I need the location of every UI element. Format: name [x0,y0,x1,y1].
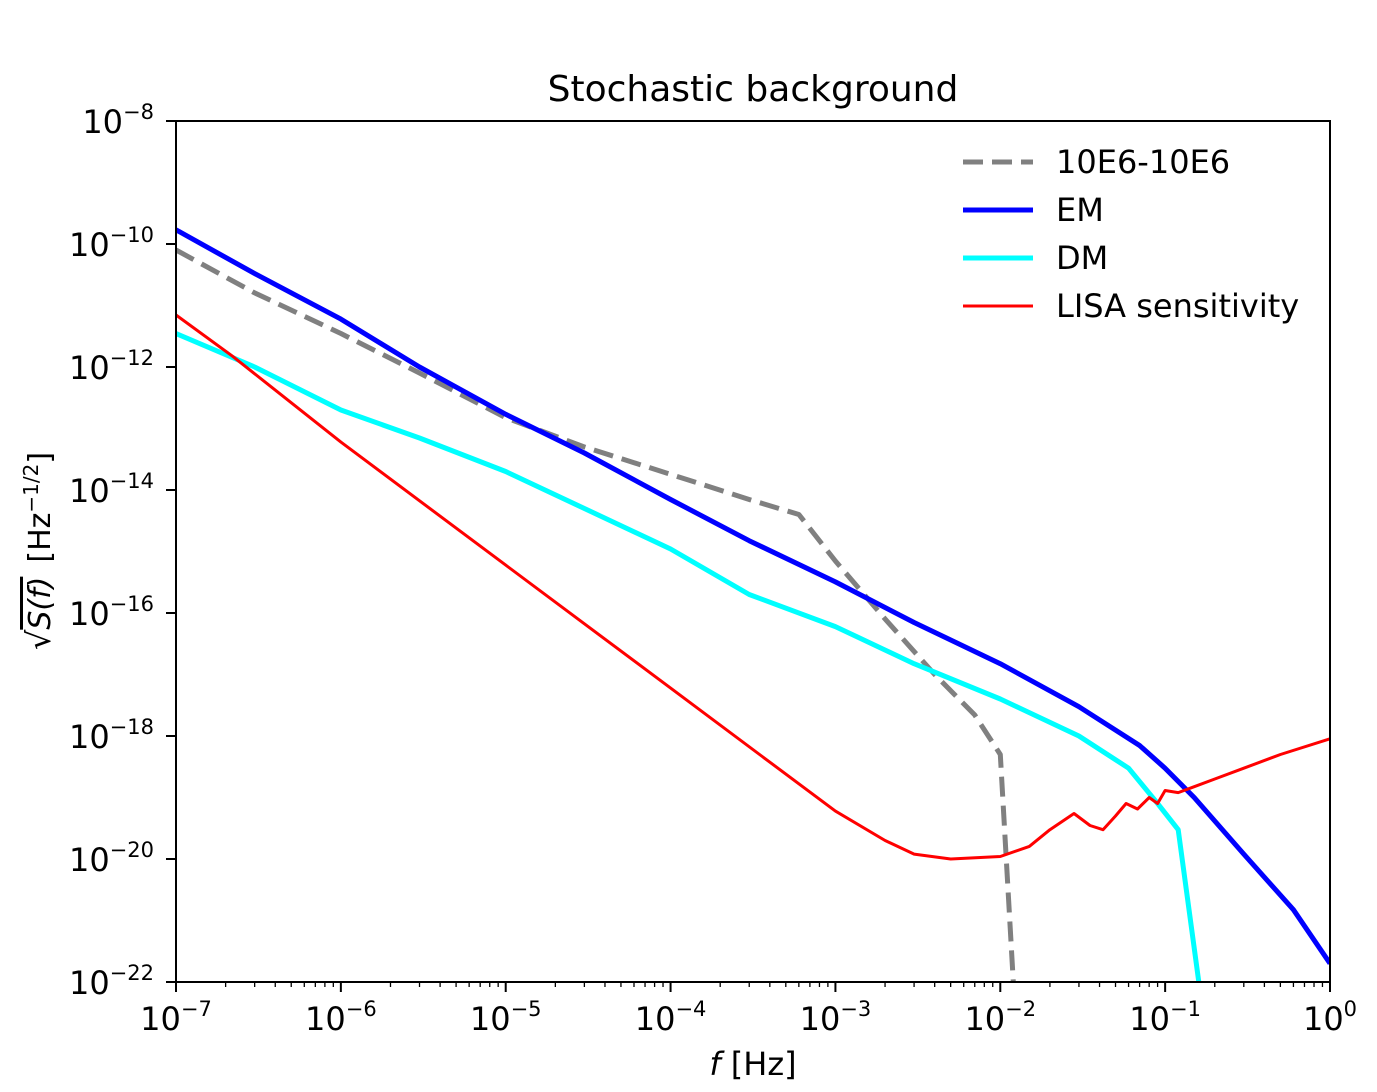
series-line-1 [176,227,1330,965]
x-tick-label: 100 [1303,997,1357,1038]
x-tick-label: 10−4 [635,997,707,1038]
x-axis-label: f [Hz] [709,1045,796,1083]
x-tick-label: 10−1 [1129,997,1201,1038]
legend-label-0: 10E6-10E6 [1056,143,1230,181]
plot-frame [175,120,1331,983]
svg-text:√S(f)[Hz−1/2]: √S(f)[Hz−1/2] [19,452,58,650]
legend-label-1: EM [1056,191,1104,229]
legend: 10E6-10E6 EM DM LISA sensitivity [963,143,1299,325]
y-axis-label: √S(f)[Hz−1/2] [19,452,58,650]
y-tick-label: 10−12 [69,346,154,387]
series-line-2 [176,331,1202,982]
x-tick-label: 10−3 [800,997,872,1038]
y-tick-label: 10−22 [69,961,154,1002]
y-tick-label: 10−14 [69,469,154,510]
x-tick-label: 10−6 [305,997,377,1038]
series-line-0 [176,247,1016,982]
y-tick-label: 10−8 [82,100,154,141]
y-tick-label: 10−20 [69,838,154,879]
legend-label-2: DM [1056,239,1108,277]
x-tick-label: 10−5 [470,997,542,1038]
y-tick-label: 10−10 [69,223,154,264]
chart-title: Stochastic background [548,69,959,110]
y-tick-label: 10−16 [69,592,154,633]
y-tick-label: 10−18 [69,715,154,756]
legend-label-3: LISA sensitivity [1056,287,1299,325]
x-tick-label: 10−7 [140,997,212,1038]
x-tick-label: 10−2 [964,997,1036,1038]
series-line-3 [176,313,1330,861]
